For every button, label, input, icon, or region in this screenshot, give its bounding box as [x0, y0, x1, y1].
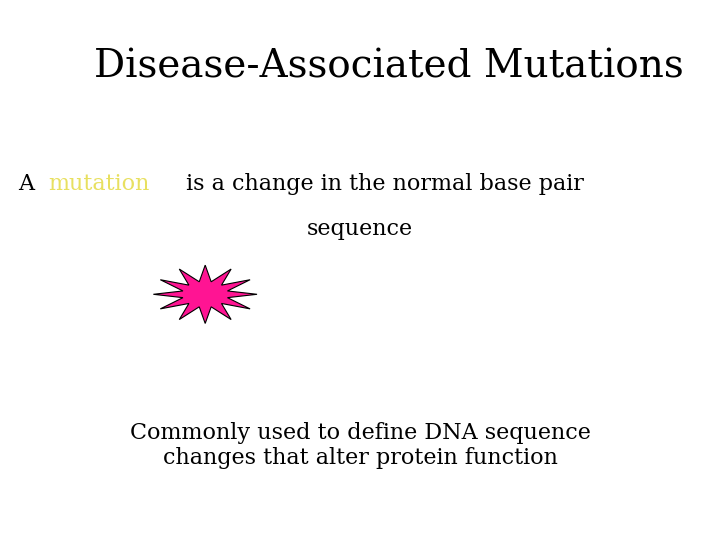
- Polygon shape: [153, 265, 257, 323]
- Text: Disease-Associated Mutations: Disease-Associated Mutations: [94, 49, 683, 86]
- Text: mutation: mutation: [48, 173, 150, 194]
- Text: sequence: sequence: [307, 219, 413, 240]
- Text: A: A: [19, 173, 42, 194]
- Text: Commonly used to define DNA sequence
changes that alter protein function: Commonly used to define DNA sequence cha…: [130, 422, 590, 469]
- Text: is a change in the normal base pair: is a change in the normal base pair: [179, 173, 584, 194]
